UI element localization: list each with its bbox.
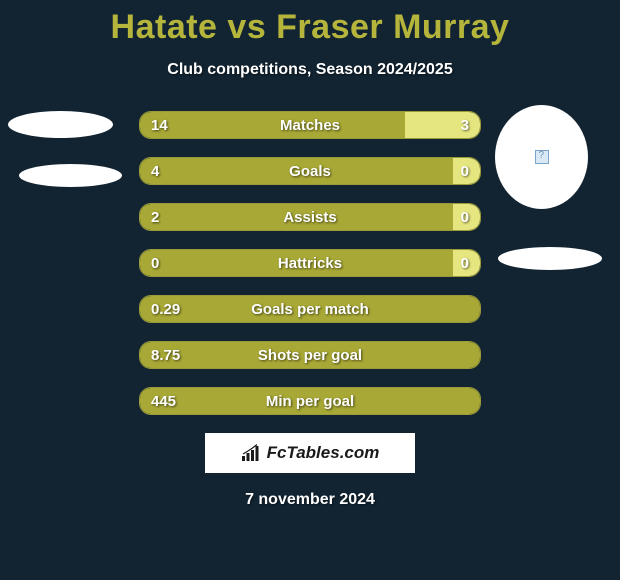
stat-label: Assists [140,204,480,230]
stat-label: Hattricks [140,250,480,276]
stat-value-right: 0 [461,250,469,276]
stat-row-hattricks: 0 Hattricks 0 [139,249,481,277]
stat-row-matches: 14 Matches 3 [139,111,481,139]
stat-label: Goals per match [140,296,480,322]
stat-value-right: 0 [461,158,469,184]
fctables-logo: FcTables.com [205,433,415,473]
stat-row-assists: 2 Assists 0 [139,203,481,231]
subtitle: Club competitions, Season 2024/2025 [0,61,620,79]
stat-label: Shots per goal [140,342,480,368]
player-right-avatar [495,105,588,209]
date-text: 7 november 2024 [0,491,620,509]
comparison-chart: 14 Matches 3 4 Goals 0 2 Assists 0 0 Hat… [0,111,620,415]
player-left-avatar-shape-1 [8,111,113,138]
stat-value-right: 0 [461,204,469,230]
stat-row-goals: 4 Goals 0 [139,157,481,185]
page-title: Hatate vs Fraser Murray [0,0,620,47]
stat-label: Goals [140,158,480,184]
logo-text: FcTables.com [267,443,380,463]
missing-image-icon [535,150,549,164]
stat-label: Matches [140,112,480,138]
stat-rows: 14 Matches 3 4 Goals 0 2 Assists 0 0 Hat… [139,111,481,415]
stat-row-min-per-goal: 445 Min per goal [139,387,481,415]
stat-row-shots-per-goal: 8.75 Shots per goal [139,341,481,369]
stat-label: Min per goal [140,388,480,414]
bar-chart-icon [241,444,263,462]
player-left-avatar-shape-2 [19,164,122,187]
stat-row-goals-per-match: 0.29 Goals per match [139,295,481,323]
player-right-avatar-shape-2 [498,247,602,270]
stat-value-right: 3 [461,112,469,138]
